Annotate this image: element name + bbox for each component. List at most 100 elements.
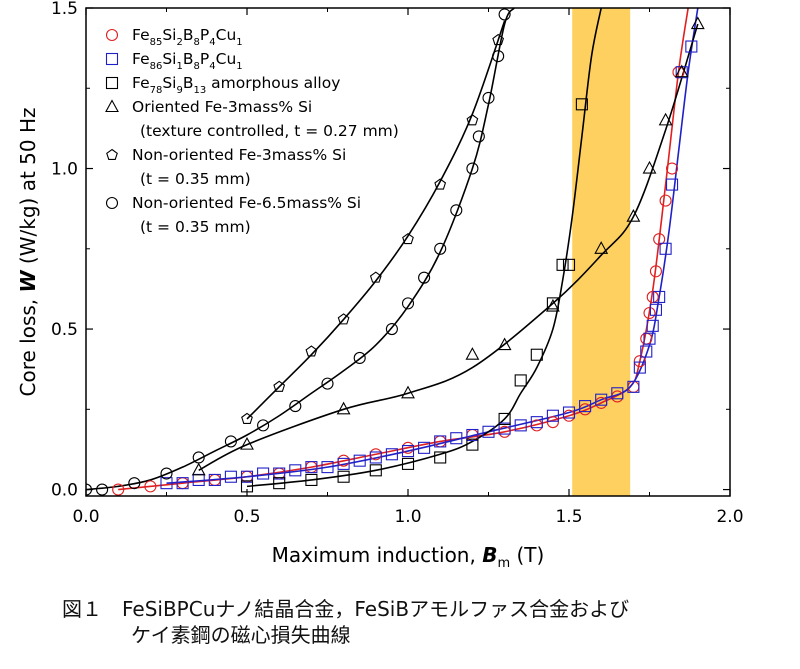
series-2-point xyxy=(434,435,447,448)
series-2-point xyxy=(208,473,221,486)
series-3-point xyxy=(562,258,576,271)
series-2-point xyxy=(224,470,237,483)
series-5-point xyxy=(369,271,382,283)
series-1-point xyxy=(643,306,656,320)
y-axis-ticks: 0.0 0.5 1.0 1.5 xyxy=(51,0,730,501)
x-tick-label: 0.0 xyxy=(72,507,99,527)
series-4-point xyxy=(690,16,705,30)
series-3-point xyxy=(514,374,527,387)
legend-4-sublabel: (texture controlled, t = 0.27 mm) xyxy=(140,122,399,140)
series-2-point xyxy=(530,416,543,429)
series-1-point xyxy=(640,332,653,345)
series-6-point xyxy=(257,419,270,432)
series-1-point xyxy=(653,233,666,246)
series-3-point xyxy=(556,258,569,271)
series-4-fit-line xyxy=(198,23,699,472)
series-1-point xyxy=(659,194,672,207)
series-2-point xyxy=(176,477,189,490)
series-3-point xyxy=(466,438,479,451)
series-5-point xyxy=(402,232,414,245)
series-2-point xyxy=(160,477,173,490)
series-6-point xyxy=(466,162,479,175)
series-1-point xyxy=(112,483,125,496)
series-1-point xyxy=(646,290,659,303)
series-6-fit-line xyxy=(86,8,515,491)
series-2-point xyxy=(685,40,698,53)
series-3-point xyxy=(498,412,511,425)
series-2-point xyxy=(514,419,527,432)
series-2-point xyxy=(273,467,286,480)
y-tick-label: 1.0 xyxy=(51,160,78,180)
series-4-point xyxy=(401,385,415,399)
caption-line-1: 図１ FeSiBPCuナノ結晶合金，FeSiBアモルファス合金および xyxy=(62,597,630,621)
series-6-point xyxy=(385,323,398,336)
series-3-point xyxy=(305,473,318,486)
y-tick-label: 0.5 xyxy=(51,320,78,340)
x-tick-label: 1.5 xyxy=(555,507,582,527)
series-2-point xyxy=(562,406,576,419)
series-2-point xyxy=(665,178,679,191)
highlight-band xyxy=(572,8,631,496)
series-6-point xyxy=(401,297,415,310)
series-3-fit-line xyxy=(246,8,602,488)
x-tick-label: 2.0 xyxy=(716,507,743,527)
series-4-point xyxy=(674,64,689,78)
series-3-point xyxy=(273,477,286,490)
series-2-point xyxy=(257,467,270,480)
series-6-point xyxy=(434,242,447,255)
x-axis-label: Maximum induction, Bm (T) xyxy=(272,543,545,571)
legend-5-sublabel: (t = 0.35 mm) xyxy=(140,170,251,188)
series-4-point xyxy=(191,462,206,476)
legend-6-label: Non-oriented Fe-6.5mass% Si xyxy=(132,194,361,212)
series-5-point xyxy=(305,345,318,357)
series-2-point xyxy=(627,380,640,393)
series-2-point xyxy=(369,451,382,464)
series-4-point xyxy=(240,436,254,450)
series-3-point xyxy=(546,297,559,310)
y-tick-label: 1.5 xyxy=(51,0,78,19)
series-3-point xyxy=(530,348,543,361)
series-6-point xyxy=(160,467,173,480)
series-2-point xyxy=(659,242,672,255)
series-2-point xyxy=(321,461,334,474)
y-tick-label: 0.0 xyxy=(51,481,78,501)
series-2-point xyxy=(466,428,479,442)
x-tick-label: 1.0 xyxy=(394,507,421,527)
series-3-point xyxy=(575,98,588,111)
series-2-point xyxy=(401,445,415,458)
series-2-point xyxy=(653,290,666,303)
series-2-point xyxy=(633,361,646,374)
series-1-point xyxy=(649,265,662,278)
legend-6-marker xyxy=(105,196,119,210)
series-2-point xyxy=(498,422,511,435)
legend-3-marker xyxy=(105,76,119,90)
series-4-point xyxy=(497,337,512,351)
series-2-point xyxy=(646,319,659,332)
series-2-point xyxy=(305,461,318,474)
series-6-point xyxy=(472,130,485,143)
series-6-point xyxy=(192,451,205,464)
series-3-point xyxy=(401,457,415,470)
legend-2-label: Fe86Si1B8P4Cu1 xyxy=(132,50,243,72)
series-4-point xyxy=(658,112,673,126)
series-6-point xyxy=(482,91,495,104)
legend-6-sublabel: (t = 0.35 mm) xyxy=(140,218,251,236)
series-1-point xyxy=(144,480,157,493)
series-1-point xyxy=(546,416,559,429)
series-4-point xyxy=(465,347,480,360)
series-2-point xyxy=(640,345,653,358)
legend-3-label: Fe78Si9B13 amorphous alloy xyxy=(132,74,340,96)
series-6-point xyxy=(498,8,511,21)
series-6-point xyxy=(450,204,463,217)
series-6-point xyxy=(128,477,141,490)
legend-5-label: Non-oriented Fe-3mass% Si xyxy=(132,146,346,164)
series-5-point xyxy=(434,178,447,190)
legend-1-marker xyxy=(105,28,119,42)
series-1-point xyxy=(665,162,679,175)
legend-4-label: Oriented Fe-3mass% Si xyxy=(132,98,312,116)
series-4-point xyxy=(626,209,641,222)
series-3-point xyxy=(434,451,447,464)
series-2-point xyxy=(595,393,608,406)
series-1-point xyxy=(633,355,646,368)
